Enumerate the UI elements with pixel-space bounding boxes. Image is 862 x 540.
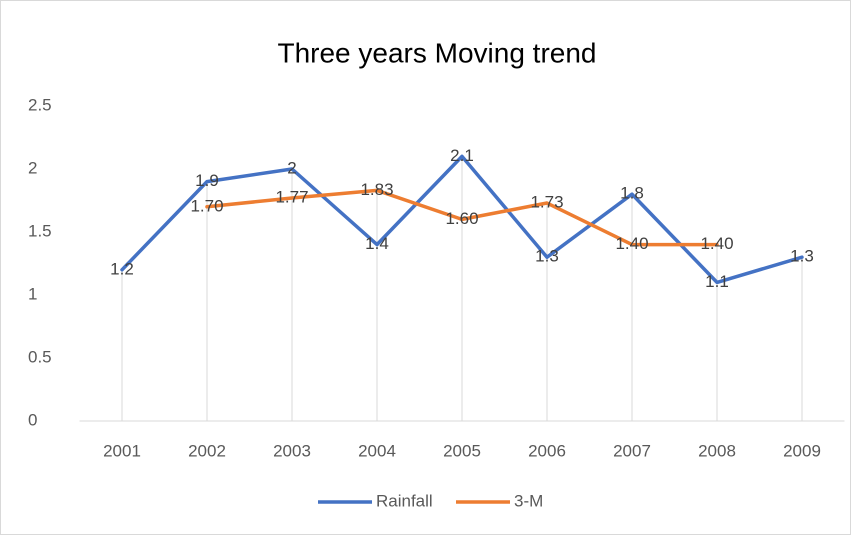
legend-label: Rainfall (376, 491, 433, 510)
x-tick-label: 2002 (188, 441, 226, 460)
data-label: 1.83 (360, 180, 393, 199)
data-label: 1.8 (620, 184, 644, 203)
data-label: 1.70 (190, 196, 223, 215)
data-label: 2.1 (450, 146, 474, 165)
x-tick-label: 2008 (698, 441, 736, 460)
data-label: 1.9 (195, 171, 219, 190)
series-line (205, 188, 719, 247)
chart-title: Three years Moving trend (277, 37, 596, 68)
data-label: 1.77 (275, 187, 308, 206)
y-tick-label: 2 (28, 158, 37, 177)
data-label: 2 (287, 158, 296, 177)
data-label: 1.3 (535, 247, 559, 266)
y-tick-label: 2.5 (28, 95, 52, 114)
y-tick-label: 0 (28, 410, 37, 429)
x-tick-label: 2007 (613, 441, 651, 460)
x-tick-label: 2005 (443, 441, 481, 460)
data-label: 1.3 (790, 247, 814, 266)
data-label: 1.2 (110, 259, 134, 278)
x-tick-label: 2003 (273, 441, 311, 460)
series-line (120, 154, 804, 285)
data-label: 1.60 (445, 209, 478, 228)
y-tick-label: 0.5 (28, 347, 52, 366)
data-label: 1.1 (705, 272, 729, 291)
y-tick-label: 1.5 (28, 221, 52, 240)
x-tick-label: 2009 (783, 441, 821, 460)
data-label: 1.40 (615, 234, 648, 253)
legend-label: 3-M (514, 491, 543, 510)
x-tick-label: 2006 (528, 441, 566, 460)
x-tick-label: 2001 (103, 441, 141, 460)
data-label: 1.40 (700, 234, 733, 253)
y-tick-label: 1 (28, 284, 37, 303)
data-label: 1.73 (530, 193, 563, 212)
chart-border (0, 0, 851, 535)
x-tick-label: 2004 (358, 441, 396, 460)
data-label: 1.4 (365, 234, 389, 253)
